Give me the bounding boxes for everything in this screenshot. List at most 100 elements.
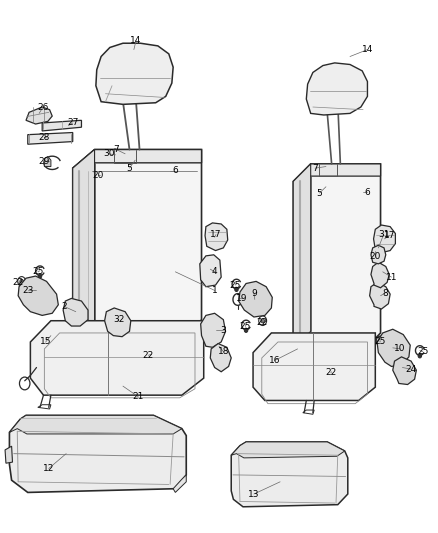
Polygon shape	[205, 223, 228, 251]
Text: 23: 23	[22, 286, 34, 295]
Ellipse shape	[325, 195, 330, 206]
Polygon shape	[63, 298, 88, 326]
Text: 26: 26	[37, 102, 49, 111]
Text: 11: 11	[386, 273, 397, 281]
Text: 14: 14	[362, 45, 373, 54]
Text: 8: 8	[382, 288, 388, 297]
Polygon shape	[371, 245, 386, 264]
Text: 7: 7	[113, 145, 119, 154]
Circle shape	[387, 341, 399, 356]
Text: 32: 32	[113, 315, 124, 324]
Text: 30: 30	[103, 149, 115, 158]
Text: 20: 20	[92, 171, 104, 180]
Polygon shape	[28, 133, 73, 144]
Circle shape	[418, 354, 422, 358]
Text: 27: 27	[67, 118, 78, 127]
Text: 21: 21	[133, 392, 144, 401]
Polygon shape	[10, 415, 186, 492]
Ellipse shape	[134, 165, 139, 175]
Circle shape	[97, 171, 103, 179]
Text: 24: 24	[406, 365, 417, 374]
Ellipse shape	[324, 185, 329, 196]
Text: 5: 5	[127, 164, 132, 173]
Text: 4: 4	[212, 268, 217, 276]
Text: 9: 9	[251, 288, 257, 297]
Circle shape	[20, 279, 23, 284]
Text: 29: 29	[39, 157, 50, 166]
Circle shape	[361, 193, 365, 198]
Polygon shape	[10, 415, 182, 434]
Polygon shape	[374, 225, 396, 253]
Circle shape	[235, 287, 238, 292]
Text: 17: 17	[210, 230, 222, 239]
Circle shape	[330, 369, 333, 374]
Text: 5: 5	[317, 189, 322, 198]
Text: 25: 25	[32, 268, 43, 276]
Polygon shape	[26, 107, 52, 124]
Ellipse shape	[323, 176, 328, 187]
Text: 19: 19	[237, 294, 248, 303]
Text: 12: 12	[43, 464, 54, 473]
Text: 2: 2	[61, 302, 67, 311]
Circle shape	[30, 286, 43, 302]
Polygon shape	[73, 150, 201, 344]
Polygon shape	[18, 276, 58, 316]
Polygon shape	[377, 329, 410, 367]
Polygon shape	[370, 282, 390, 309]
Text: 1: 1	[212, 286, 218, 295]
Polygon shape	[105, 308, 131, 337]
Polygon shape	[201, 313, 226, 348]
Text: 15: 15	[40, 337, 51, 346]
Text: 31: 31	[378, 230, 389, 239]
Circle shape	[379, 344, 382, 349]
Polygon shape	[393, 357, 417, 384]
Text: 20: 20	[370, 253, 381, 261]
Circle shape	[372, 241, 378, 249]
Polygon shape	[306, 63, 367, 115]
Polygon shape	[5, 446, 12, 463]
Ellipse shape	[115, 157, 121, 168]
Text: 13: 13	[248, 489, 260, 498]
Polygon shape	[30, 321, 204, 395]
Polygon shape	[371, 262, 389, 288]
Polygon shape	[293, 164, 311, 349]
Circle shape	[244, 328, 248, 333]
Text: 18: 18	[218, 347, 229, 356]
Polygon shape	[293, 164, 381, 349]
Text: 10: 10	[395, 344, 406, 353]
Text: 14: 14	[131, 36, 142, 45]
Polygon shape	[73, 150, 201, 168]
Circle shape	[38, 274, 42, 278]
Text: 25: 25	[230, 280, 241, 289]
Ellipse shape	[135, 174, 141, 184]
Text: 22: 22	[325, 368, 336, 377]
Polygon shape	[73, 150, 95, 344]
Text: 6: 6	[173, 166, 178, 175]
Circle shape	[168, 173, 172, 179]
Ellipse shape	[133, 155, 138, 165]
Circle shape	[249, 293, 261, 306]
Text: 22: 22	[13, 278, 24, 287]
Polygon shape	[253, 333, 375, 400]
Polygon shape	[42, 120, 81, 131]
Circle shape	[168, 165, 172, 171]
Text: 16: 16	[268, 356, 280, 365]
Text: 25: 25	[240, 322, 251, 331]
Text: 22: 22	[143, 351, 154, 360]
Polygon shape	[293, 164, 381, 181]
Polygon shape	[210, 344, 231, 372]
Polygon shape	[231, 442, 345, 458]
Text: 17: 17	[384, 231, 395, 240]
Polygon shape	[200, 255, 221, 287]
Circle shape	[361, 185, 365, 190]
Text: 7: 7	[312, 164, 318, 173]
Polygon shape	[231, 442, 348, 507]
Polygon shape	[239, 281, 272, 317]
Text: 28: 28	[39, 133, 50, 142]
Ellipse shape	[112, 149, 118, 161]
Circle shape	[261, 319, 265, 323]
Text: 25: 25	[374, 337, 385, 346]
Polygon shape	[173, 475, 186, 492]
Polygon shape	[96, 43, 173, 104]
Text: 22: 22	[256, 318, 268, 327]
